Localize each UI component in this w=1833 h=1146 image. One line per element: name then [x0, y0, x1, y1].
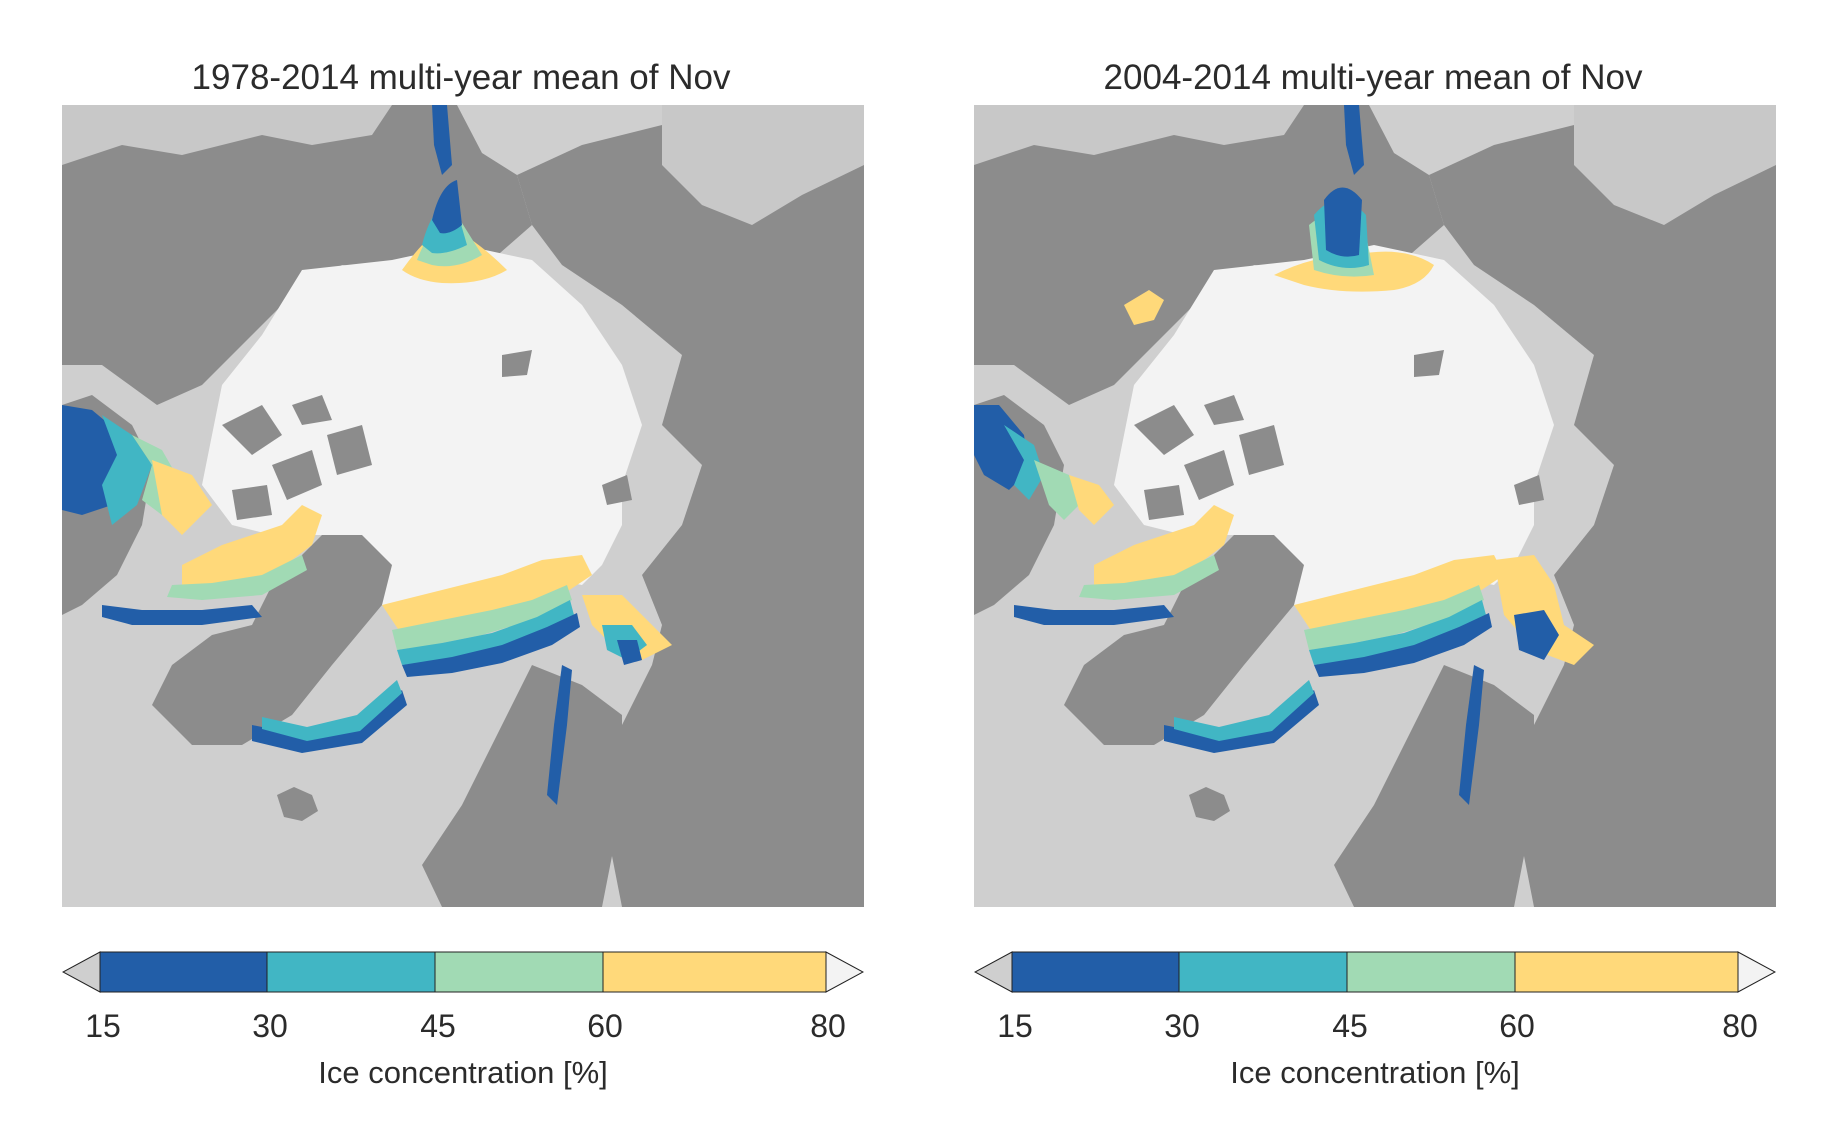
- colorbar-tick: 30: [252, 1008, 288, 1044]
- ice-zone-15-30: [1514, 610, 1559, 660]
- colorbar-bin: [434, 951, 604, 993]
- ice-zone-15-30: [102, 605, 262, 625]
- ice-zone-60-80: [382, 555, 592, 635]
- bering-region-land: [1574, 105, 1776, 225]
- ice-zone-15-30: [1324, 187, 1362, 257]
- map-title: 2004-2014 multi-year mean of Nov: [1103, 58, 1643, 97]
- ice-zone-30-45: [1309, 600, 1486, 665]
- ice-zone-45-60: [1034, 460, 1084, 520]
- scandinavia-land: [422, 665, 622, 907]
- ice-zone-30-45: [1174, 680, 1314, 741]
- colorbar-bin: [99, 951, 268, 993]
- arctic-island-land: [1204, 395, 1244, 425]
- ice-zone-60-80: [152, 460, 212, 535]
- colorbar-tick: 60: [587, 1008, 623, 1044]
- ice-zone-15-30: [1344, 105, 1364, 175]
- north-pacific-coast-land: [62, 105, 392, 165]
- right-map-panel: 2004-2014 multi-year mean of Nov 15 30 4…: [912, 0, 1812, 1146]
- colorbar-bin: [1346, 951, 1516, 993]
- ice-zone-15-30: [547, 665, 572, 805]
- ice-zone-15-30: [974, 405, 1029, 490]
- colorbar-over-triangle: [1737, 951, 1776, 993]
- arctic-island-land: [1144, 485, 1184, 520]
- arctic-island-land: [292, 395, 332, 425]
- greenland-land: [152, 525, 397, 745]
- colorbar-label: Ice concentration [%]: [1230, 1055, 1520, 1090]
- colorbar-bin: [1011, 951, 1180, 993]
- arctic-island-land: [232, 485, 272, 520]
- ice-zone-15-30: [252, 690, 407, 753]
- ice-zone-60-80: [1294, 555, 1504, 635]
- colorbar-tick: 45: [420, 1008, 456, 1044]
- ice-zone-45-60: [392, 585, 572, 650]
- sea-ice-map: [974, 105, 1776, 907]
- arctic-island-land: [1414, 350, 1444, 377]
- colorbar-label: Ice concentration [%]: [318, 1055, 608, 1090]
- iceland-land: [1189, 787, 1230, 821]
- arctic-island-land: [1514, 475, 1544, 505]
- ice-zone-60-80: [1124, 290, 1164, 325]
- colorbar-bin: [1514, 951, 1739, 993]
- ice-zone-15-30: [402, 613, 580, 677]
- colorbar-bin: [1178, 951, 1348, 993]
- ice-zone-60-80: [1094, 505, 1234, 590]
- bering-region-land: [662, 105, 864, 225]
- ice-zone-15-30: [432, 105, 452, 175]
- scandinavia-land: [1334, 665, 1534, 907]
- colorbar: [974, 951, 1776, 993]
- left-map-panel: 1978-2014 multi-year mean of Nov 15 30 4…: [0, 0, 900, 1146]
- ice-zone-15-30: [432, 180, 462, 234]
- arctic-island-land: [502, 350, 532, 377]
- arctic-island-land: [1184, 450, 1234, 500]
- ice-zone-45-60: [1079, 555, 1219, 600]
- ice-zone-30-45: [262, 680, 402, 741]
- arctic-island-land: [602, 475, 632, 505]
- ice-zone-60-80: [1069, 475, 1114, 525]
- colorbar-tick: 15: [997, 1008, 1033, 1044]
- north-america-land: [974, 105, 1444, 405]
- arctic-island-land: [1239, 425, 1284, 475]
- ice-zone-60-80: [182, 505, 322, 590]
- sea-ice-map: [62, 105, 864, 907]
- colorbar-tick: 80: [1722, 1008, 1758, 1044]
- map-title: 1978-2014 multi-year mean of Nov: [191, 58, 731, 97]
- ice-zone-15-30: [1014, 605, 1174, 625]
- ice-zone-30-45: [1004, 425, 1044, 500]
- north-pacific-coast-land: [974, 105, 1304, 165]
- ice-zone-15-30: [1314, 613, 1492, 677]
- colorbar-under-triangle: [974, 951, 1013, 993]
- arctic-island-land: [327, 425, 372, 475]
- colorbar-bin: [602, 951, 827, 993]
- arctic-island-land: [1134, 405, 1194, 455]
- colorbar: [62, 951, 864, 993]
- ice-zone-15-30: [1459, 665, 1484, 805]
- arctic-island-land: [222, 405, 282, 455]
- eurasia-land: [517, 105, 864, 907]
- ice-zone-15-30: [617, 640, 642, 665]
- greenland-land: [1064, 525, 1309, 745]
- ice-zone-30-45: [397, 600, 574, 665]
- colorbar-tick: 30: [1164, 1008, 1200, 1044]
- north-america-land: [62, 105, 532, 405]
- colorbar-tick: 60: [1499, 1008, 1535, 1044]
- ice-zone-15-30: [1164, 690, 1319, 753]
- ice-zone-45-60: [1304, 585, 1484, 650]
- colorbar-under-triangle: [62, 951, 101, 993]
- colorbar-tick: 15: [85, 1008, 121, 1044]
- arctic-island-land: [272, 450, 322, 500]
- colorbar-over-triangle: [825, 951, 864, 993]
- colorbar-bin: [266, 951, 436, 993]
- iceland-land: [277, 787, 318, 821]
- ice-zone-45-60: [167, 555, 307, 600]
- colorbar-tick: 45: [1332, 1008, 1368, 1044]
- ice-zone-30-45: [102, 415, 152, 525]
- colorbar-tick: 80: [810, 1008, 846, 1044]
- eurasia-land: [1429, 105, 1776, 907]
